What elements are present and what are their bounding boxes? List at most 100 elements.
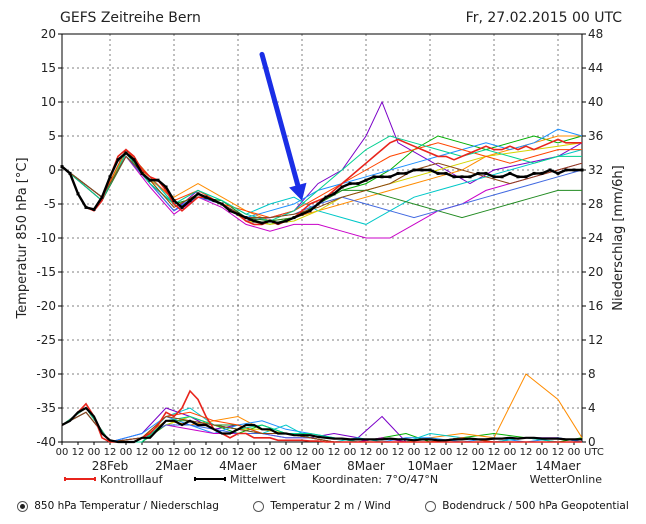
x-date-label: 12Maer bbox=[471, 459, 516, 473]
y-axis-label: Temperatur 850 hPa [°C] bbox=[15, 157, 30, 319]
mean-temp-point bbox=[580, 168, 584, 172]
x-hour-label: 00 bbox=[120, 447, 133, 458]
mean-temp-point bbox=[148, 178, 152, 182]
y-tick-label: -20 bbox=[36, 299, 56, 313]
radio-850hpa[interactable] bbox=[17, 500, 29, 512]
x-hour-label: 12 bbox=[360, 447, 373, 458]
legend-mean-cap-right bbox=[224, 477, 226, 481]
mean-temp-point bbox=[204, 195, 208, 199]
mean-temp-point bbox=[252, 219, 256, 223]
mean-temp-point bbox=[68, 171, 72, 175]
mean-temp-point bbox=[172, 199, 176, 203]
y-tick-label: -5 bbox=[44, 197, 56, 211]
x-hour-label: 00 bbox=[216, 447, 229, 458]
y2-tick-label: 8 bbox=[588, 367, 596, 381]
chart-type-selector: 850 hPa Temperatur / Niederschlag Temper… bbox=[0, 488, 646, 524]
x-date-label: 10Maer bbox=[407, 459, 452, 473]
mean-temp-point bbox=[404, 171, 408, 175]
option-temperature-wind[interactable]: Temperatur 2 m / Wind bbox=[253, 500, 391, 512]
y2-tick-label: 36 bbox=[588, 129, 603, 143]
mean-temp-point bbox=[108, 175, 112, 179]
mean-temp-point bbox=[124, 151, 128, 155]
mean-temp-point bbox=[276, 221, 280, 225]
mean-temp-point bbox=[332, 192, 336, 196]
mean-temp-point bbox=[92, 207, 96, 211]
member-temp-line bbox=[61, 155, 583, 239]
radio-pressure[interactable] bbox=[425, 500, 437, 512]
mean-temp-point bbox=[364, 178, 368, 182]
y-tick-label: 20 bbox=[41, 27, 56, 41]
y2-tick-label: 44 bbox=[588, 61, 603, 75]
x-date-label: 28Feb bbox=[92, 459, 129, 473]
arrow-shaft bbox=[259, 51, 301, 188]
option-temperature-precipitation[interactable]: 850 hPa Temperatur / Niederschlag bbox=[17, 500, 219, 512]
x-hour-label: 00 bbox=[408, 447, 421, 458]
x-hour-label: 12 bbox=[72, 447, 85, 458]
y2-tick-label: 32 bbox=[588, 163, 603, 177]
y2-tick-label: 12 bbox=[588, 333, 603, 347]
mean-temp-point bbox=[292, 216, 296, 220]
y-tick-label: -35 bbox=[36, 401, 56, 415]
x-hour-label: 12 bbox=[424, 447, 437, 458]
x-hour-label: 12 bbox=[488, 447, 501, 458]
mean-temp-point bbox=[492, 175, 496, 179]
x-hour-label: 12 bbox=[296, 447, 309, 458]
x-hour-label: 12 bbox=[104, 447, 117, 458]
x-hour-label: 12 bbox=[200, 447, 213, 458]
y2-tick-label: 0 bbox=[588, 435, 596, 449]
mean-temp-point bbox=[156, 178, 160, 182]
x-hour-label: 00 bbox=[440, 447, 453, 458]
mean-temp-point bbox=[220, 202, 224, 206]
x-hour-label: 00 bbox=[376, 447, 389, 458]
mean-temp-point bbox=[548, 168, 552, 172]
mean-temp-point bbox=[196, 192, 200, 196]
mean-temp-point bbox=[188, 199, 192, 203]
y-tick-label: 5 bbox=[48, 129, 56, 143]
mean-temp-point bbox=[436, 171, 440, 175]
x-hour-label: 00 bbox=[280, 447, 293, 458]
mean-temp-point bbox=[236, 212, 240, 216]
mean-temp-point bbox=[244, 216, 248, 220]
member-temp-line bbox=[61, 148, 583, 225]
y-tick-label: 0 bbox=[48, 163, 56, 177]
x-hour-label: 00 bbox=[472, 447, 485, 458]
mean-temp-point bbox=[228, 209, 232, 213]
y-tick-label: -40 bbox=[36, 435, 56, 449]
x-axis-ticks: 00 12 00 12 00 12 00 12 00 12 00 12 00 12 00 12 00 12 00 12… bbox=[56, 442, 604, 473]
brand-label: WetterOnline bbox=[530, 473, 603, 486]
option-pressure-geopotential[interactable]: Bodendruck / 500 hPa Geopotential bbox=[425, 500, 629, 512]
y-axis-ticks: 20 15 10 5 0 -5 -10 -15 -20 -25 -30 -35 -40 bbox=[36, 27, 62, 449]
x-hour-label: 12 bbox=[264, 447, 277, 458]
x-hour-label: 00 bbox=[184, 447, 197, 458]
mean-temp-point bbox=[180, 205, 184, 209]
mean-temp-point bbox=[484, 171, 488, 175]
y-tick-label: -10 bbox=[36, 231, 56, 245]
chart-date: Fr, 27.02.2015 00 UTC bbox=[466, 10, 623, 26]
arrow-head bbox=[289, 182, 307, 201]
legend-control-cap-left bbox=[64, 477, 66, 481]
y2-tick-label: 24 bbox=[588, 231, 603, 245]
x-hour-label: 00 bbox=[504, 447, 517, 458]
mean-temp-point bbox=[132, 158, 136, 162]
x-date-label: 2Maer bbox=[155, 459, 193, 473]
radio-2m-wind[interactable] bbox=[253, 500, 265, 512]
y-tick-label: -30 bbox=[36, 367, 56, 381]
option-label: 850 hPa Temperatur / Niederschlag bbox=[34, 500, 219, 512]
mean-temp-point bbox=[452, 175, 456, 179]
mean-temp-point bbox=[532, 171, 536, 175]
mean-temp-point bbox=[380, 175, 384, 179]
option-label: Bodendruck / 500 hPa Geopotential bbox=[442, 500, 629, 512]
x-hour-label: 12 bbox=[232, 447, 245, 458]
x-hour-label: UTC bbox=[584, 447, 604, 458]
mean-temp-point bbox=[84, 205, 88, 209]
mean-temp-point bbox=[540, 171, 544, 175]
mean-temp-point bbox=[260, 221, 264, 225]
coordinates-label: Koordinaten: 7°O/47°N bbox=[312, 473, 438, 486]
mean-temp-point bbox=[60, 165, 64, 169]
y-tick-label: -25 bbox=[36, 333, 56, 347]
member-temp-line bbox=[61, 155, 583, 219]
legend-mean-label: Mittelwert bbox=[230, 473, 286, 486]
x-date-label: 8Maer bbox=[347, 459, 385, 473]
x-hour-label: 12 bbox=[520, 447, 533, 458]
